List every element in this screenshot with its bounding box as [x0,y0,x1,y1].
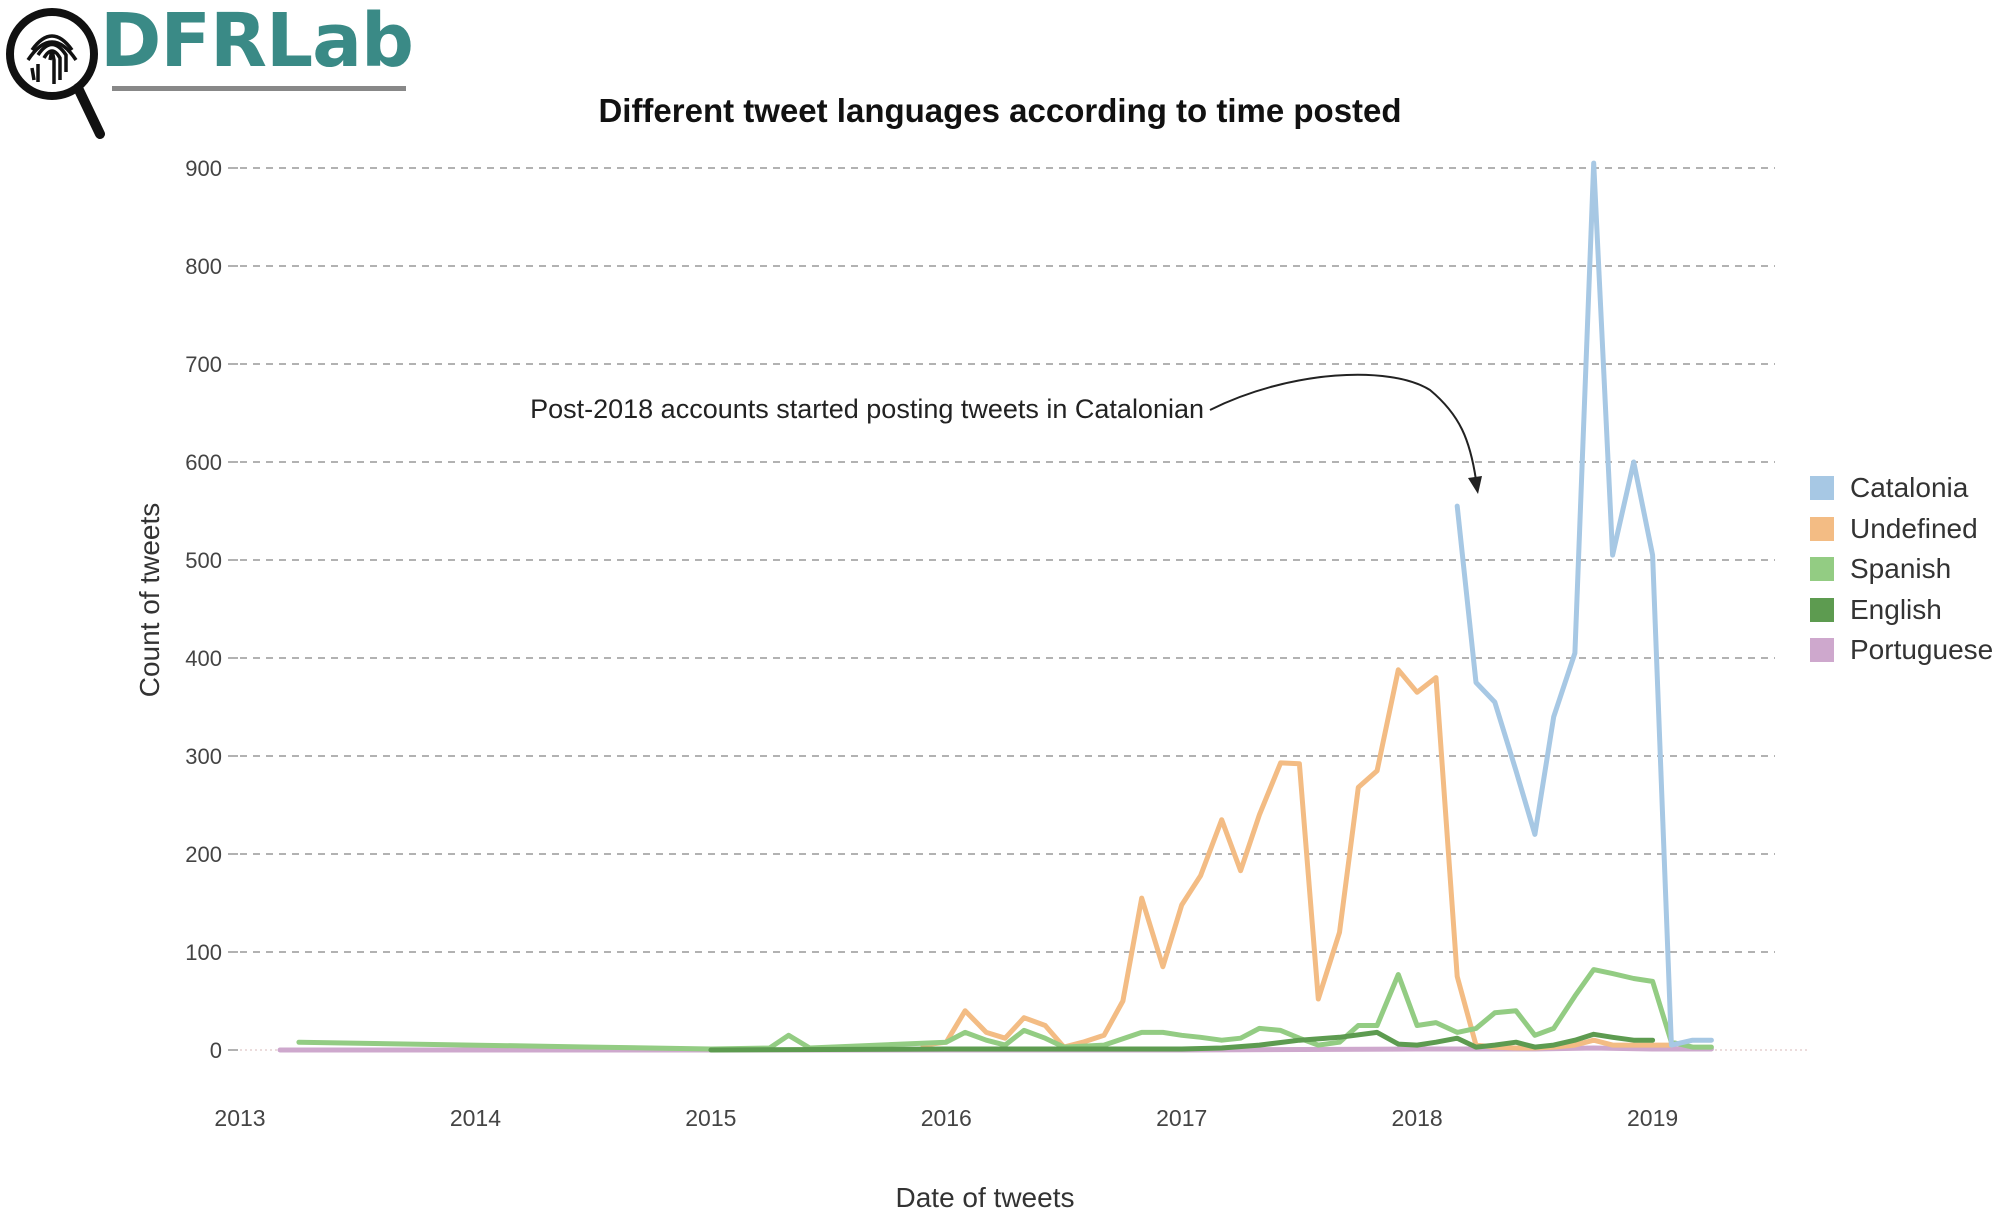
x-tick-label: 2015 [685,1105,736,1131]
legend: Catalonia Undefined Spanish English Portugue… [1810,468,1993,671]
y-tick-label: 0 [210,1038,222,1063]
y-tick-label: 600 [185,450,222,475]
logo-wordmark: DFRLab [100,0,414,84]
y-tick-label: 700 [185,352,222,377]
fingerprint-magnifier-icon [6,8,105,139]
y-tick-label: 100 [185,940,222,965]
series-line-catalonia [1454,160,1714,1048]
legend-swatch [1810,516,1834,541]
y-tick-label: 200 [185,842,222,867]
y-axis-label: Count of tweets [134,503,165,698]
series-line-spanish [296,967,1714,1052]
legend-item-english: English [1810,590,1993,631]
x-axis-label: Date of tweets [896,1182,1075,1213]
legend-label: English [1850,593,1942,625]
x-tick-label: 2018 [1392,1105,1443,1131]
x-tick-label: 2019 [1627,1105,1678,1131]
series-line-undefined [920,667,1674,1051]
annotation-arrowhead [1468,476,1482,494]
legend-label: Undefined [1850,512,1978,544]
legend-swatch [1810,476,1834,501]
legend-swatch [1810,638,1834,663]
dfrlab-logo: DFRLab [0,0,440,150]
y-tick-label: 500 [185,548,222,573]
x-tick-label: 2016 [921,1105,972,1131]
legend-swatch [1810,557,1834,582]
y-tick-label: 800 [185,254,222,279]
series-lines [277,160,1714,1053]
legend-label: Spanish [1850,553,1952,585]
x-axis-ticks: 2013 2014 2015 2016 2017 2018 2019 [214,1105,1678,1131]
legend-item-undefined: Undefined [1810,509,1993,550]
legend-label: Catalonia [1850,472,1969,504]
legend-item-catalonia: Catalonia [1810,468,1993,509]
x-tick-label: 2014 [450,1105,501,1131]
logo-underline [112,86,406,91]
y-tick-label: 400 [185,646,222,671]
legend-item-portuguese: Portuguese [1810,630,1993,671]
series-line-english [708,1029,1656,1053]
annotation-arrow [1209,373,1477,481]
legend-label: Portuguese [1850,634,1994,666]
legend-item-spanish: Spanish [1810,549,1993,590]
gridlines [228,167,1808,1051]
x-tick-label: 2017 [1156,1105,1207,1131]
y-tick-label: 900 [185,156,222,181]
y-tick-label: 300 [185,744,222,769]
legend-swatch [1810,597,1834,622]
chart-title: Different tweet languages according to t… [598,92,1402,129]
annotation: Post-2018 accounts started posting tweet… [530,373,1482,494]
annotation-text: Post-2018 accounts started posting tweet… [530,394,1204,424]
x-tick-label: 2013 [214,1105,265,1131]
y-axis-ticks: 0 100 200 300 400 500 600 700 800 900 [185,156,222,1063]
